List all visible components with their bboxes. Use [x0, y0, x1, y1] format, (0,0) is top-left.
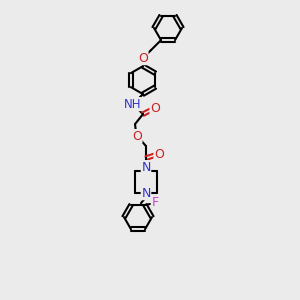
Text: N: N [141, 160, 151, 174]
Text: O: O [150, 102, 160, 115]
Text: N: N [141, 187, 151, 200]
Text: O: O [154, 148, 164, 160]
Text: O: O [132, 130, 142, 142]
Text: F: F [152, 196, 159, 209]
Text: O: O [138, 52, 148, 64]
Text: NH: NH [124, 98, 142, 111]
